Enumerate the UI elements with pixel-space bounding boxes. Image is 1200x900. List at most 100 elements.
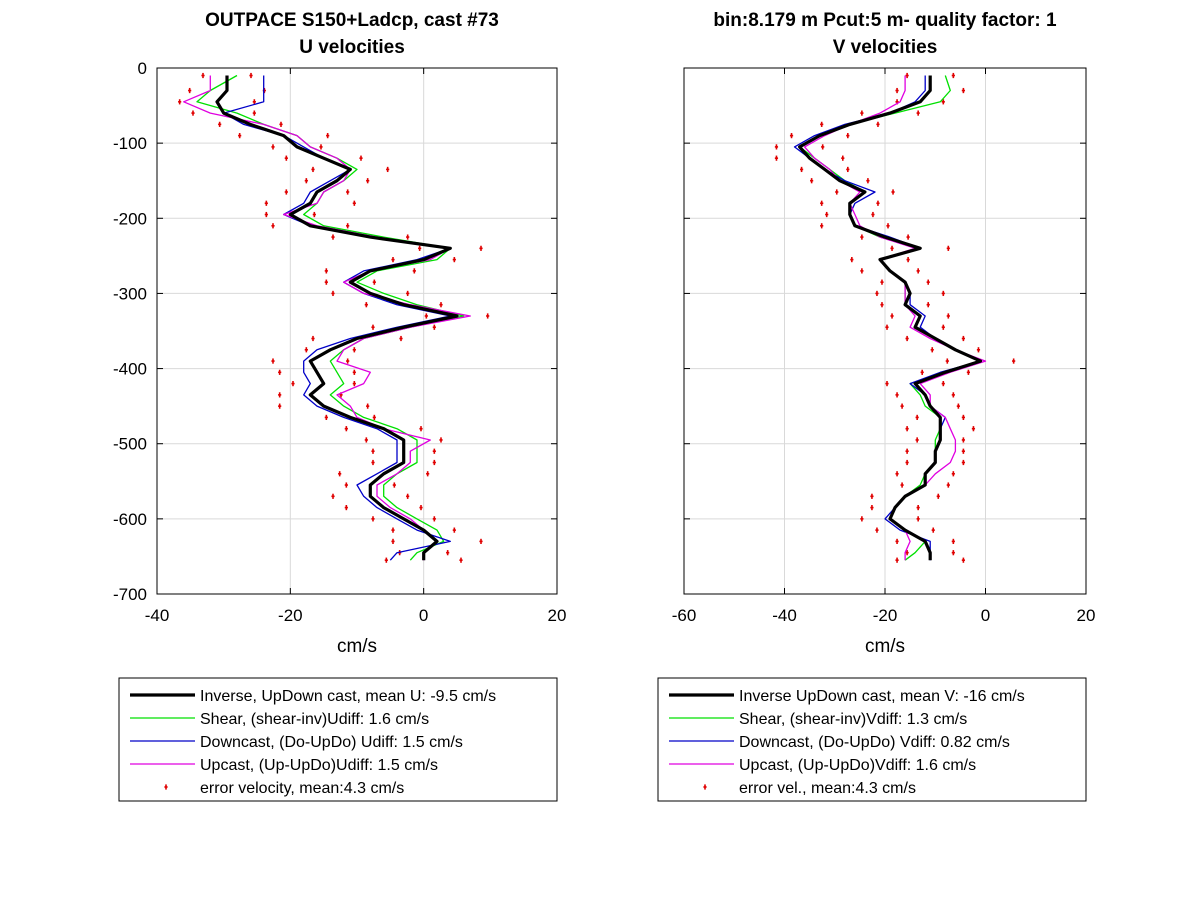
error-marker — [291, 381, 295, 387]
error-marker — [372, 279, 376, 285]
legend-label: Inverse, UpDown cast, mean U: -9.5 cm/s — [200, 688, 496, 705]
error-marker — [452, 257, 456, 263]
error-marker — [846, 166, 850, 173]
error-marker — [941, 324, 945, 330]
error-marker — [432, 516, 436, 522]
error-marker — [386, 166, 390, 173]
error-marker — [371, 459, 375, 466]
error-marker — [419, 504, 423, 511]
u-legend: Inverse, UpDown cast, mean U: -9.5 cm/s S… — [118, 677, 558, 802]
error-marker — [344, 426, 348, 432]
error-marker — [900, 482, 904, 488]
legend-entry: Upcast, (Up-UpDo)Udiff: 1.5 cm/s — [130, 757, 438, 774]
legend-entry: error velocity, mean:4.3 cm/s — [164, 780, 404, 797]
x-tick-labels: -60 -40 -20 0 20 — [672, 606, 1096, 625]
legend-label: Upcast, (Up-UpDo)Udiff: 1.5 cm/s — [200, 757, 438, 774]
right-title: bin:8.179 m Pcut:5 m- quality factor: 1 … — [713, 10, 1057, 58]
error-marker — [338, 471, 342, 477]
y-tick-label: -500 — [113, 435, 147, 454]
error-marker — [486, 313, 490, 319]
x-tick-labels: -40 -20 0 20 — [145, 606, 567, 625]
error-marker — [916, 110, 920, 116]
error-marker — [916, 516, 920, 522]
error-marker — [271, 223, 275, 229]
v-legend: Inverse UpDown cast, mean V: -16 cm/s She… — [657, 677, 1087, 802]
inverse-series-line — [215, 75, 459, 561]
error-marker — [326, 133, 330, 139]
error-marker — [920, 369, 924, 375]
error-marker — [810, 178, 814, 184]
error-marker — [366, 403, 370, 409]
x-tick-label: -40 — [145, 606, 170, 625]
error-marker — [961, 448, 965, 454]
upcast-series-line — [803, 75, 987, 561]
legend-entry: error vel., mean:4.3 cm/s — [703, 780, 916, 797]
error-marker — [304, 347, 308, 353]
error-marker — [424, 313, 428, 319]
error-marker — [371, 324, 375, 330]
error-marker — [936, 493, 940, 499]
error-marker — [926, 302, 930, 308]
error-marker — [188, 87, 192, 94]
error-marker — [876, 121, 880, 127]
x-tick-label: 0 — [981, 606, 990, 625]
error-marker — [915, 437, 919, 443]
error-marker — [304, 178, 308, 184]
error-marker — [880, 302, 884, 308]
y-tick-label: -400 — [113, 360, 147, 379]
error-marker — [418, 245, 422, 251]
error-marker — [789, 133, 794, 139]
error-marker — [916, 268, 920, 274]
error-marker — [359, 155, 363, 161]
error-marker — [391, 527, 395, 533]
error-marker — [191, 110, 195, 116]
error-marker — [886, 223, 890, 229]
error-marker — [926, 279, 930, 285]
error-marker — [324, 279, 328, 285]
x-tick-label: 20 — [1077, 606, 1096, 625]
error-marker — [860, 268, 864, 274]
error-marker — [352, 369, 356, 375]
error-marker — [439, 302, 443, 308]
error-marker — [412, 268, 416, 274]
error-marker — [841, 155, 845, 161]
x-axis-label: cm/s — [337, 636, 377, 657]
error-marker — [930, 347, 934, 353]
axes-frame — [156, 67, 558, 595]
error-marker — [880, 279, 884, 285]
error-marker — [432, 448, 436, 454]
error-marker — [946, 313, 950, 319]
error-marker — [432, 459, 436, 466]
error-marker — [344, 482, 348, 488]
right-title-line-1: bin:8.179 m Pcut:5 m- quality factor: 1 — [713, 10, 1057, 31]
x-tick-label: 0 — [419, 606, 428, 625]
x-tick-label: -20 — [873, 606, 898, 625]
error-marker — [866, 178, 870, 184]
error-marker — [406, 290, 410, 297]
left-title-line-2: U velocities — [299, 37, 405, 58]
error-marker — [419, 426, 423, 432]
error-marker — [941, 290, 945, 297]
error-marker — [278, 403, 282, 409]
error-marker — [900, 403, 904, 409]
v-velocity-panel: -60 -40 -20 0 20 cm/s — [672, 67, 1096, 657]
error-marker — [364, 437, 368, 443]
x-tick-label: -20 — [278, 606, 303, 625]
error-marker — [951, 550, 955, 556]
error-marker — [961, 87, 965, 94]
error-marker — [941, 99, 945, 105]
error-marker — [931, 527, 935, 533]
error-marker — [371, 448, 375, 454]
error-marker — [774, 155, 779, 161]
legend-label: Shear, (shear-inv)Vdiff: 1.3 cm/s — [739, 711, 967, 728]
error-marker — [271, 358, 275, 364]
error-marker — [371, 516, 375, 522]
grid-lines — [157, 68, 557, 594]
error-marker — [446, 550, 450, 556]
error-marker — [916, 504, 920, 511]
y-tick-label: -700 — [113, 585, 147, 604]
error-marker — [905, 72, 909, 79]
legend-label: Downcast, (Do-UpDo) Udiff: 1.5 cm/s — [200, 734, 463, 751]
error-marker — [835, 189, 839, 195]
